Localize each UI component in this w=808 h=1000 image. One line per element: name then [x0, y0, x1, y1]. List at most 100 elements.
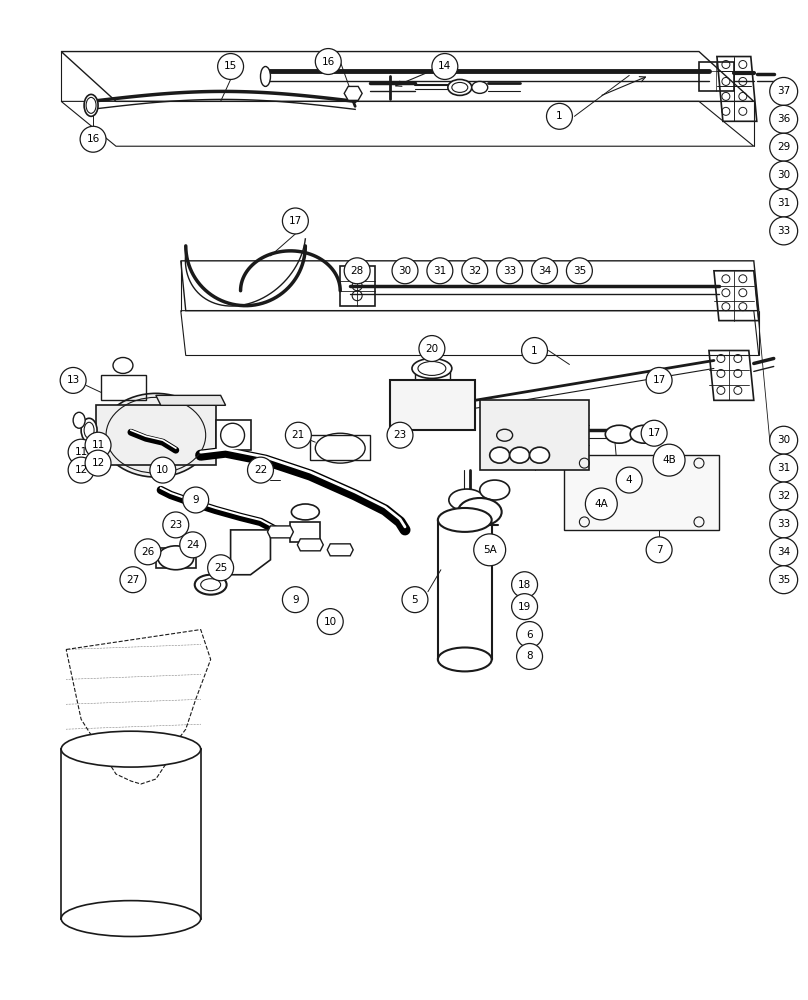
- Text: 15: 15: [224, 61, 238, 71]
- Circle shape: [344, 258, 370, 284]
- Text: 27: 27: [126, 575, 140, 585]
- Circle shape: [770, 189, 797, 217]
- Circle shape: [432, 54, 458, 79]
- Text: 9: 9: [292, 595, 299, 605]
- Text: 17: 17: [288, 216, 302, 226]
- Text: 7: 7: [656, 545, 663, 555]
- Ellipse shape: [61, 731, 200, 767]
- Circle shape: [135, 539, 161, 565]
- Text: 8: 8: [526, 651, 533, 661]
- Text: 9: 9: [192, 495, 199, 505]
- Text: 33: 33: [503, 266, 516, 276]
- Text: 31: 31: [777, 198, 790, 208]
- Circle shape: [770, 133, 797, 161]
- Ellipse shape: [412, 358, 452, 378]
- Text: 12: 12: [74, 465, 88, 475]
- Circle shape: [318, 609, 343, 635]
- Circle shape: [402, 587, 428, 613]
- Circle shape: [283, 587, 309, 613]
- Circle shape: [546, 103, 572, 129]
- Text: 31: 31: [433, 266, 447, 276]
- Ellipse shape: [292, 504, 319, 520]
- Circle shape: [770, 77, 797, 105]
- Text: 16: 16: [322, 57, 335, 67]
- Circle shape: [646, 537, 672, 563]
- Circle shape: [285, 422, 311, 448]
- Ellipse shape: [480, 480, 510, 500]
- Text: 30: 30: [777, 435, 790, 445]
- Ellipse shape: [84, 94, 98, 116]
- Circle shape: [392, 258, 418, 284]
- Circle shape: [511, 572, 537, 598]
- Text: 6: 6: [526, 630, 533, 640]
- Ellipse shape: [472, 81, 488, 93]
- Circle shape: [85, 432, 111, 458]
- Text: 34: 34: [777, 547, 790, 557]
- Circle shape: [497, 258, 523, 284]
- Text: 25: 25: [214, 563, 227, 573]
- Polygon shape: [230, 530, 271, 575]
- Circle shape: [646, 367, 672, 393]
- Ellipse shape: [630, 425, 659, 443]
- Circle shape: [247, 457, 273, 483]
- Text: 24: 24: [186, 540, 200, 550]
- Ellipse shape: [158, 546, 194, 570]
- Text: 33: 33: [777, 226, 790, 236]
- Text: 10: 10: [324, 617, 337, 627]
- Polygon shape: [156, 395, 225, 405]
- Circle shape: [585, 488, 617, 520]
- Polygon shape: [480, 400, 589, 470]
- Text: 21: 21: [292, 430, 305, 440]
- Text: 17: 17: [647, 428, 661, 438]
- Circle shape: [283, 208, 309, 234]
- Circle shape: [566, 258, 592, 284]
- Ellipse shape: [438, 647, 492, 671]
- Text: 4A: 4A: [595, 499, 608, 509]
- Circle shape: [68, 439, 94, 465]
- Text: 30: 30: [398, 266, 411, 276]
- Circle shape: [80, 126, 106, 152]
- Circle shape: [60, 367, 86, 393]
- Circle shape: [163, 512, 189, 538]
- Circle shape: [179, 532, 206, 558]
- Text: 17: 17: [653, 375, 666, 385]
- Text: 22: 22: [254, 465, 267, 475]
- Polygon shape: [96, 405, 216, 465]
- Ellipse shape: [490, 447, 510, 463]
- Text: 36: 36: [777, 114, 790, 124]
- Ellipse shape: [448, 79, 472, 95]
- Text: 1: 1: [556, 111, 563, 121]
- Ellipse shape: [605, 425, 633, 443]
- Text: 14: 14: [438, 61, 452, 71]
- Text: 19: 19: [518, 602, 531, 612]
- Circle shape: [770, 426, 797, 454]
- Ellipse shape: [529, 447, 549, 463]
- Ellipse shape: [74, 412, 85, 428]
- Circle shape: [642, 420, 667, 446]
- Text: 35: 35: [573, 266, 586, 276]
- Circle shape: [516, 622, 542, 647]
- Circle shape: [315, 49, 341, 74]
- Text: 29: 29: [777, 142, 790, 152]
- Polygon shape: [297, 539, 323, 551]
- Circle shape: [516, 644, 542, 669]
- Circle shape: [511, 594, 537, 620]
- Polygon shape: [327, 544, 353, 556]
- Circle shape: [387, 422, 413, 448]
- Circle shape: [522, 338, 548, 363]
- Ellipse shape: [438, 508, 492, 532]
- Circle shape: [770, 161, 797, 189]
- Circle shape: [419, 336, 445, 361]
- Circle shape: [183, 487, 208, 513]
- Text: 32: 32: [468, 266, 482, 276]
- Text: 4B: 4B: [663, 455, 676, 465]
- Circle shape: [208, 555, 234, 581]
- Text: 16: 16: [86, 134, 99, 144]
- Text: 5: 5: [411, 595, 419, 605]
- Circle shape: [770, 566, 797, 594]
- Ellipse shape: [61, 901, 200, 936]
- Circle shape: [770, 482, 797, 510]
- Polygon shape: [565, 455, 719, 530]
- Circle shape: [462, 258, 488, 284]
- Circle shape: [770, 510, 797, 538]
